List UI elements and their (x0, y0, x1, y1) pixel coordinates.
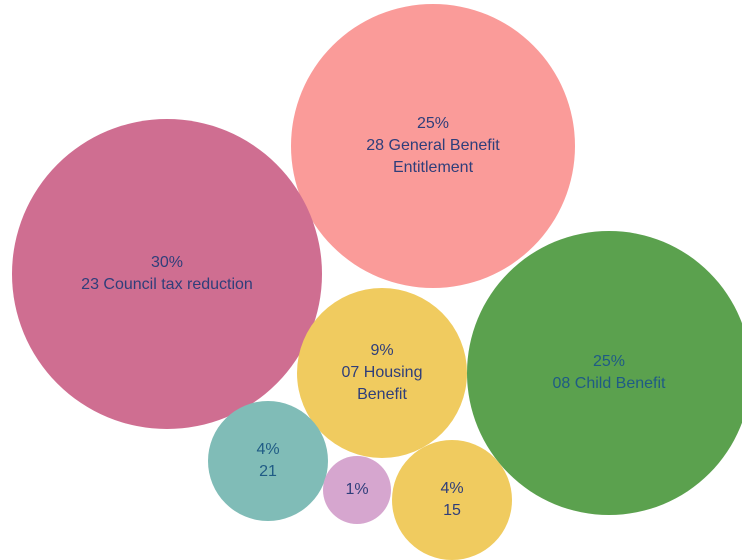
bubble-1-label: Entitlement (393, 159, 474, 176)
bubble-3 (467, 231, 742, 515)
bubble-6 (323, 456, 391, 524)
bubble-6-percent: 1% (345, 481, 368, 498)
bubble-5 (208, 401, 328, 521)
bubble-3-percent: 25% (593, 353, 625, 370)
bubble-1-label: 28 General Benefit (366, 137, 500, 154)
bubble-3-label: 08 Child Benefit (553, 375, 667, 392)
bubble-5-label: 21 (259, 463, 277, 480)
bubble-7 (392, 440, 512, 560)
bubble-2-percent: 30% (151, 254, 183, 271)
bubble-2-label: 23 Council tax reduction (81, 276, 253, 293)
bubble-4-percent: 9% (370, 342, 393, 359)
bubble-1 (291, 4, 575, 288)
bubble-2 (12, 119, 322, 429)
bubble-7-percent: 4% (440, 480, 463, 497)
bubble-1-percent: 25% (417, 115, 449, 132)
bubble-4-label: 07 Housing (342, 364, 423, 381)
bubble-5-percent: 4% (256, 441, 279, 458)
bubble-4 (297, 288, 467, 458)
bubble-4-label: Benefit (357, 386, 407, 403)
bubble-7-label: 15 (443, 502, 461, 519)
